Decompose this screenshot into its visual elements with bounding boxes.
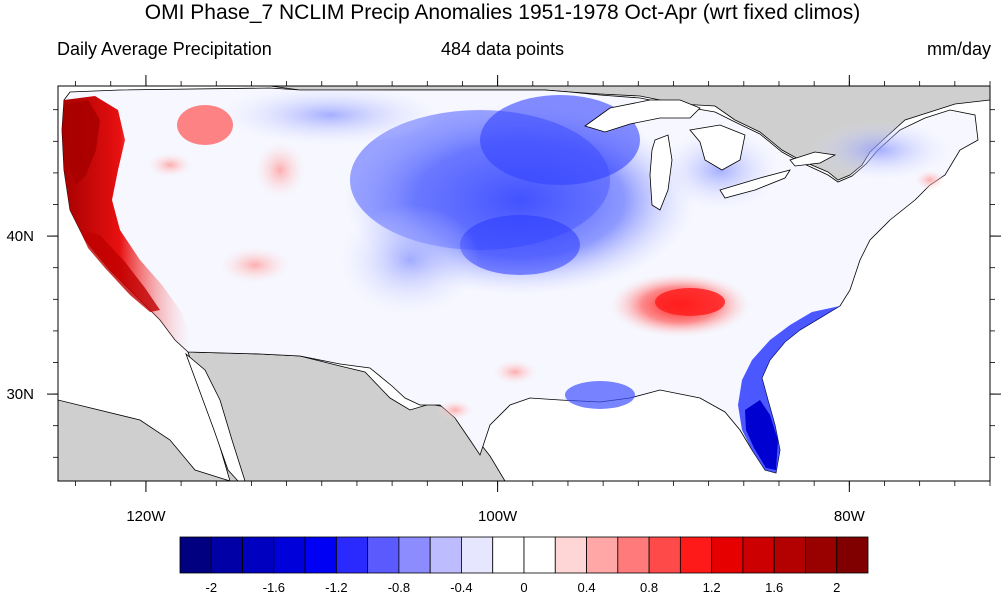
florida-dry-core xyxy=(745,400,778,470)
colorbar-swatch xyxy=(773,536,806,574)
colorbar-swatch xyxy=(679,536,713,574)
colorbar-swatch xyxy=(523,536,556,574)
colorbar-swatch xyxy=(492,536,525,574)
colorbar: -2 -1.6 -1.2 -0.8 -0.4 0 0.4 0.8 1.2 1.6 2 xyxy=(179,536,869,595)
colorbar-swatch xyxy=(554,536,587,574)
colorbar-swatch xyxy=(648,536,681,574)
colorbar-tick-label: 0 xyxy=(520,580,527,595)
lon-tick-label: 80W xyxy=(834,508,866,525)
colorbar-tick-label: 0.4 xyxy=(578,580,596,595)
colorbar-tick-label: 1.6 xyxy=(765,580,783,595)
colorbar-swatch xyxy=(304,536,337,574)
colorbar-swatch xyxy=(367,536,400,574)
map-title: OMI Phase_7 NCLIM Precip Anomalies 1951-… xyxy=(144,1,861,24)
lon-tick-label: 100W xyxy=(478,508,518,525)
colorbar-swatch xyxy=(742,536,775,574)
cascades-wet-core xyxy=(64,100,100,185)
southwest-wet-patch xyxy=(220,247,290,283)
central-plains-dry-core xyxy=(460,215,580,275)
sierra-wet-core xyxy=(80,230,160,312)
colorbar-tick-label: -0.4 xyxy=(450,580,472,595)
data-count-label: 484 data points xyxy=(440,39,565,59)
tennessee-valley-wet-core xyxy=(655,288,725,316)
colorbar-swatch xyxy=(586,536,619,574)
colorbar-swatch xyxy=(210,536,243,574)
gulf-coast-dry xyxy=(565,381,635,409)
south-texas-wet-patch xyxy=(437,400,473,420)
lat-tick-label: 40N xyxy=(6,228,34,245)
colorbar-tick-label: 1.2 xyxy=(703,580,721,595)
baja-gulf xyxy=(185,352,246,481)
colorbar-tick-label: -0.8 xyxy=(388,580,410,595)
lon-tick-label: 120W xyxy=(126,508,166,525)
new-england-wet-patch xyxy=(915,170,945,190)
axis-ticks: 120W 100W 80W 40N 30N xyxy=(6,75,1001,525)
colorbar-tick-label: -2 xyxy=(205,580,217,595)
colorbar-swatch xyxy=(242,536,275,574)
colorbar-swatch xyxy=(429,536,462,574)
lake-superior xyxy=(584,99,701,133)
units-label: mm/day xyxy=(926,39,991,59)
northeast-dry xyxy=(810,120,950,180)
colorbar-swatch xyxy=(398,536,431,574)
colorbar-swatch xyxy=(179,536,212,574)
colorbar-swatch xyxy=(836,536,869,574)
colorbar-swatch xyxy=(335,536,369,574)
pacific-coast-wet xyxy=(62,96,190,352)
lake-michigan xyxy=(649,134,673,211)
colorbar-tick-label: -1.6 xyxy=(263,580,285,595)
colorbar-swatch xyxy=(461,536,494,574)
great-basin-wet-patch xyxy=(148,153,192,177)
lake-ontario xyxy=(789,151,837,167)
lake-erie xyxy=(719,169,791,199)
lat-tick-label: 30N xyxy=(6,386,34,403)
map-border xyxy=(57,85,991,482)
colorbar-tick-label: 2 xyxy=(833,580,840,595)
idaho-wet-patch xyxy=(177,105,233,145)
texas-wet-patch xyxy=(493,360,537,384)
variable-label: Daily Average Precipitation xyxy=(57,39,272,59)
colorbar-swatch xyxy=(805,536,838,574)
colorbar-swatch xyxy=(617,536,650,574)
northern-rockies-dry xyxy=(220,86,440,145)
utah-wet-patch xyxy=(255,142,305,198)
mexico-landmass xyxy=(58,351,506,481)
lake-huron xyxy=(689,124,746,171)
southern-plains-dry xyxy=(340,205,480,315)
colorbar-tick-label: 0.8 xyxy=(640,580,658,595)
colorbar-swatch xyxy=(273,536,306,574)
map-field-layer xyxy=(58,86,990,481)
colorbar-tick-label: -1.2 xyxy=(325,580,347,595)
colorbar-swatch xyxy=(711,536,744,574)
